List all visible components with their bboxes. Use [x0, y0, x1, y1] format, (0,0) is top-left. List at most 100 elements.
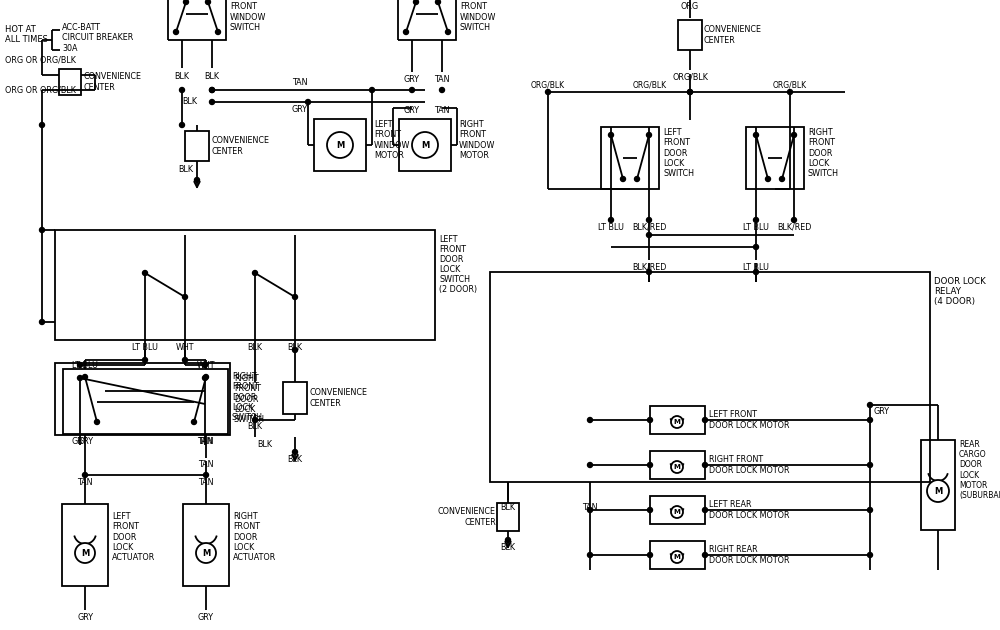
Text: TAN: TAN [197, 437, 213, 446]
Bar [601, 127, 659, 189]
Bar [490, 272, 930, 482]
Text: LEFT
FRONT
DOOR
LOCK
SWITCH: LEFT FRONT DOOR LOCK SWITCH [663, 129, 694, 178]
Text: ORG/BLK: ORG/BLK [672, 73, 708, 82]
Text: LT BLU: LT BLU [743, 223, 769, 232]
Circle shape [868, 553, 872, 558]
Circle shape [306, 100, 310, 105]
Text: LT BLU: LT BLU [72, 361, 98, 370]
Circle shape [252, 270, 258, 275]
Text: BLK/RED: BLK/RED [777, 223, 811, 232]
Bar [314, 119, 366, 171]
Circle shape [210, 88, 214, 93]
Circle shape [788, 89, 792, 94]
Circle shape [588, 418, 592, 423]
Text: ORG OR ORG/BLK: ORG OR ORG/BLK [5, 86, 76, 94]
Circle shape [702, 418, 708, 423]
Circle shape [792, 132, 796, 137]
Circle shape [646, 232, 652, 238]
Text: ORG/BLK: ORG/BLK [773, 80, 807, 89]
Bar [650, 406, 705, 434]
Circle shape [646, 217, 652, 222]
Bar [183, 504, 229, 586]
Circle shape [766, 176, 770, 181]
Circle shape [206, 0, 210, 4]
Circle shape [671, 551, 683, 563]
Text: TAN: TAN [198, 460, 214, 469]
Circle shape [94, 420, 100, 425]
Circle shape [82, 472, 88, 478]
Circle shape [440, 88, 444, 93]
Circle shape [648, 418, 652, 423]
Text: HOT AT
ALL TIMES: HOT AT ALL TIMES [5, 25, 48, 44]
Circle shape [216, 30, 220, 35]
Text: M: M [674, 509, 680, 515]
Circle shape [868, 403, 872, 408]
Bar [678, 20, 702, 50]
Circle shape [40, 122, 44, 127]
Circle shape [754, 132, 759, 137]
Text: BLK: BLK [257, 440, 272, 449]
Circle shape [404, 30, 409, 35]
Circle shape [546, 89, 550, 94]
Bar [168, 0, 226, 40]
Circle shape [702, 508, 708, 512]
Circle shape [78, 375, 82, 381]
Text: LT BLU: LT BLU [598, 223, 624, 232]
Text: M: M [336, 140, 344, 149]
Circle shape [608, 132, 614, 137]
Bar [921, 440, 955, 530]
Text: LEFT REAR
DOOR LOCK MOTOR: LEFT REAR DOOR LOCK MOTOR [709, 500, 790, 520]
Bar [63, 369, 228, 434]
Text: GRY: GRY [404, 75, 420, 84]
Bar [399, 119, 451, 171]
Circle shape [202, 362, 208, 367]
Text: RIGHT REAR
DOOR LOCK MOTOR: RIGHT REAR DOOR LOCK MOTOR [709, 546, 790, 564]
Circle shape [82, 374, 88, 379]
Text: GRY: GRY [77, 613, 93, 622]
Circle shape [792, 217, 796, 222]
Text: CONVENIENCE
CENTER: CONVENIENCE CENTER [309, 389, 367, 408]
Circle shape [588, 553, 592, 558]
Circle shape [143, 270, 148, 275]
Text: GRY: GRY [72, 437, 88, 446]
Circle shape [292, 449, 298, 454]
Circle shape [143, 357, 148, 362]
Text: BLK: BLK [288, 455, 302, 464]
Text: LEFT FRONT
DOOR LOCK MOTOR: LEFT FRONT DOOR LOCK MOTOR [709, 411, 790, 430]
Text: BLK: BLK [182, 98, 197, 106]
Text: ORG/BLK: ORG/BLK [633, 80, 667, 89]
Circle shape [868, 508, 872, 512]
Circle shape [182, 357, 188, 362]
Text: RIGHT
FRONT
DOOR
LOCK
SWITCH: RIGHT FRONT DOOR LOCK SWITCH [808, 129, 839, 178]
Text: M: M [934, 486, 942, 496]
Text: WHT: WHT [176, 343, 194, 352]
Text: RIGHT
FRONT
DOOR
LOCK
ACTUATOR: RIGHT FRONT DOOR LOCK ACTUATOR [233, 512, 276, 561]
Circle shape [927, 480, 949, 502]
Circle shape [40, 319, 44, 324]
Circle shape [194, 178, 200, 183]
Text: GRY: GRY [77, 437, 93, 446]
Text: ORG: ORG [681, 2, 699, 11]
Bar [59, 69, 81, 95]
Circle shape [204, 374, 208, 379]
Text: CONVENIENCE
CENTER: CONVENIENCE CENTER [212, 137, 270, 156]
Circle shape [506, 537, 511, 542]
Circle shape [40, 227, 44, 232]
Circle shape [210, 88, 214, 93]
Bar [650, 451, 705, 479]
Circle shape [648, 462, 652, 467]
Circle shape [646, 132, 652, 137]
Circle shape [648, 508, 652, 512]
Text: M: M [81, 549, 89, 558]
Text: M: M [202, 549, 210, 558]
Text: WHT: WHT [197, 361, 215, 370]
Circle shape [588, 508, 592, 512]
Circle shape [292, 294, 298, 299]
Text: TAN: TAN [582, 503, 598, 512]
Circle shape [702, 553, 708, 558]
Text: BLK: BLK [248, 343, 262, 352]
Text: ORG OR ORG/BLK: ORG OR ORG/BLK [5, 55, 76, 64]
Circle shape [868, 462, 872, 467]
Bar [55, 363, 230, 435]
Text: RIGHT
FRONT
WINDOW
SWITCH: RIGHT FRONT WINDOW SWITCH [460, 0, 496, 32]
